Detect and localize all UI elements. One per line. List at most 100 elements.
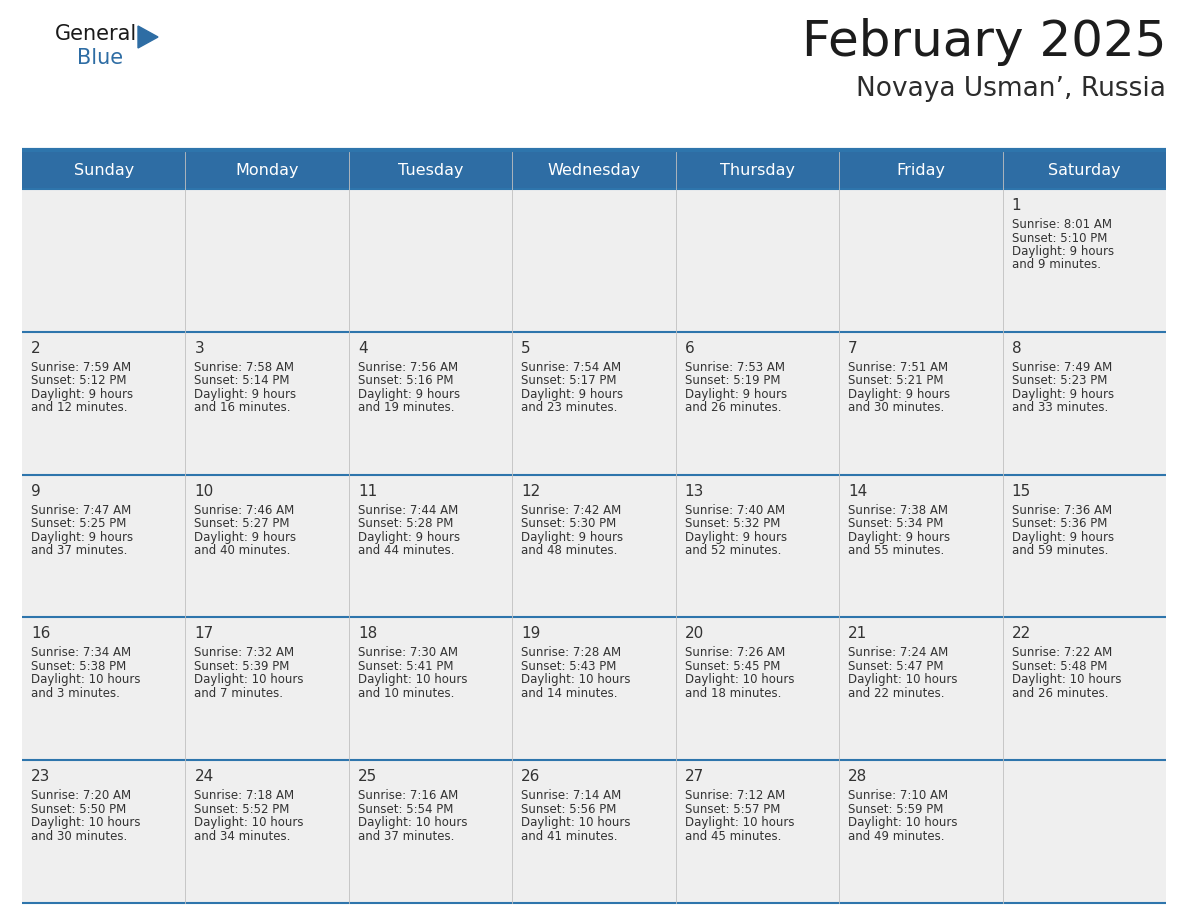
Text: Daylight: 10 hours: Daylight: 10 hours <box>195 674 304 687</box>
Text: 14: 14 <box>848 484 867 498</box>
Text: Daylight: 9 hours: Daylight: 9 hours <box>1011 245 1113 258</box>
Text: and 33 minutes.: and 33 minutes. <box>1011 401 1108 414</box>
Text: Sunrise: 7:12 AM: Sunrise: 7:12 AM <box>684 789 785 802</box>
Text: Sunrise: 7:14 AM: Sunrise: 7:14 AM <box>522 789 621 802</box>
Bar <box>23 152 1165 189</box>
Bar <box>23 618 1165 760</box>
Text: Sunrise: 7:30 AM: Sunrise: 7:30 AM <box>358 646 457 659</box>
Text: 27: 27 <box>684 769 704 784</box>
Text: 3: 3 <box>195 341 204 356</box>
Text: Tuesday: Tuesday <box>398 163 463 178</box>
Text: Sunset: 5:28 PM: Sunset: 5:28 PM <box>358 517 454 530</box>
Text: Daylight: 9 hours: Daylight: 9 hours <box>684 531 786 543</box>
Text: Daylight: 10 hours: Daylight: 10 hours <box>195 816 304 829</box>
Text: and 10 minutes.: and 10 minutes. <box>358 687 454 700</box>
Text: and 59 minutes.: and 59 minutes. <box>1011 544 1108 557</box>
Text: Sunset: 5:50 PM: Sunset: 5:50 PM <box>31 802 126 816</box>
Text: 7: 7 <box>848 341 858 356</box>
Text: Sunset: 5:45 PM: Sunset: 5:45 PM <box>684 660 781 673</box>
Text: Sunset: 5:16 PM: Sunset: 5:16 PM <box>358 375 454 387</box>
Polygon shape <box>138 26 158 48</box>
Text: Sunrise: 7:46 AM: Sunrise: 7:46 AM <box>195 504 295 517</box>
Text: Saturday: Saturday <box>1048 163 1120 178</box>
Text: Sunset: 5:10 PM: Sunset: 5:10 PM <box>1011 231 1107 244</box>
Text: 19: 19 <box>522 626 541 642</box>
Text: 16: 16 <box>31 626 50 642</box>
Text: Sunset: 5:32 PM: Sunset: 5:32 PM <box>684 517 781 530</box>
Text: Daylight: 9 hours: Daylight: 9 hours <box>522 531 624 543</box>
Text: 26: 26 <box>522 769 541 784</box>
Text: Sunset: 5:17 PM: Sunset: 5:17 PM <box>522 375 617 387</box>
Text: Sunset: 5:39 PM: Sunset: 5:39 PM <box>195 660 290 673</box>
Text: Daylight: 9 hours: Daylight: 9 hours <box>195 531 297 543</box>
Text: Sunrise: 7:28 AM: Sunrise: 7:28 AM <box>522 646 621 659</box>
Text: and 37 minutes.: and 37 minutes. <box>31 544 127 557</box>
Text: Daylight: 10 hours: Daylight: 10 hours <box>848 816 958 829</box>
Text: Sunrise: 7:54 AM: Sunrise: 7:54 AM <box>522 361 621 374</box>
Text: 17: 17 <box>195 626 214 642</box>
Text: and 22 minutes.: and 22 minutes. <box>848 687 944 700</box>
Text: 23: 23 <box>31 769 50 784</box>
Text: Sunset: 5:56 PM: Sunset: 5:56 PM <box>522 802 617 816</box>
Text: and 44 minutes.: and 44 minutes. <box>358 544 454 557</box>
Text: and 45 minutes.: and 45 minutes. <box>684 830 781 843</box>
Text: 4: 4 <box>358 341 367 356</box>
Text: and 30 minutes.: and 30 minutes. <box>31 830 127 843</box>
Text: and 48 minutes.: and 48 minutes. <box>522 544 618 557</box>
Text: Daylight: 9 hours: Daylight: 9 hours <box>358 387 460 401</box>
Text: Sunrise: 7:42 AM: Sunrise: 7:42 AM <box>522 504 621 517</box>
Text: Daylight: 10 hours: Daylight: 10 hours <box>522 674 631 687</box>
Text: Daylight: 10 hours: Daylight: 10 hours <box>684 816 795 829</box>
Text: Sunrise: 7:47 AM: Sunrise: 7:47 AM <box>31 504 131 517</box>
Text: and 40 minutes.: and 40 minutes. <box>195 544 291 557</box>
Text: 21: 21 <box>848 626 867 642</box>
Text: Sunrise: 7:10 AM: Sunrise: 7:10 AM <box>848 789 948 802</box>
Text: Sunrise: 7:40 AM: Sunrise: 7:40 AM <box>684 504 785 517</box>
Bar <box>23 760 1165 903</box>
Text: Daylight: 9 hours: Daylight: 9 hours <box>31 531 133 543</box>
Text: Sunset: 5:25 PM: Sunset: 5:25 PM <box>31 517 126 530</box>
Text: Sunset: 5:23 PM: Sunset: 5:23 PM <box>1011 375 1107 387</box>
Text: and 49 minutes.: and 49 minutes. <box>848 830 944 843</box>
Text: 1: 1 <box>1011 198 1022 213</box>
Text: Sunset: 5:57 PM: Sunset: 5:57 PM <box>684 802 781 816</box>
Text: Sunset: 5:36 PM: Sunset: 5:36 PM <box>1011 517 1107 530</box>
Text: Sunset: 5:43 PM: Sunset: 5:43 PM <box>522 660 617 673</box>
Text: Sunset: 5:41 PM: Sunset: 5:41 PM <box>358 660 454 673</box>
Text: 24: 24 <box>195 769 214 784</box>
Text: and 37 minutes.: and 37 minutes. <box>358 830 454 843</box>
Text: Sunset: 5:38 PM: Sunset: 5:38 PM <box>31 660 126 673</box>
Text: Daylight: 9 hours: Daylight: 9 hours <box>195 387 297 401</box>
Text: Sunrise: 7:16 AM: Sunrise: 7:16 AM <box>358 789 459 802</box>
Text: General: General <box>55 24 138 44</box>
Text: 15: 15 <box>1011 484 1031 498</box>
Text: Sunset: 5:59 PM: Sunset: 5:59 PM <box>848 802 943 816</box>
Text: and 23 minutes.: and 23 minutes. <box>522 401 618 414</box>
Text: Sunrise: 7:44 AM: Sunrise: 7:44 AM <box>358 504 459 517</box>
Text: Sunrise: 7:24 AM: Sunrise: 7:24 AM <box>848 646 948 659</box>
Text: Daylight: 9 hours: Daylight: 9 hours <box>31 387 133 401</box>
Text: Daylight: 10 hours: Daylight: 10 hours <box>1011 674 1121 687</box>
Text: Sunset: 5:14 PM: Sunset: 5:14 PM <box>195 375 290 387</box>
Text: and 41 minutes.: and 41 minutes. <box>522 830 618 843</box>
Text: 25: 25 <box>358 769 377 784</box>
Text: Sunrise: 7:53 AM: Sunrise: 7:53 AM <box>684 361 785 374</box>
Text: Daylight: 9 hours: Daylight: 9 hours <box>358 531 460 543</box>
Text: Sunset: 5:30 PM: Sunset: 5:30 PM <box>522 517 617 530</box>
Text: 9: 9 <box>31 484 40 498</box>
Text: 18: 18 <box>358 626 377 642</box>
Text: Sunset: 5:27 PM: Sunset: 5:27 PM <box>195 517 290 530</box>
Text: and 52 minutes.: and 52 minutes. <box>684 544 781 557</box>
Text: Monday: Monday <box>235 163 299 178</box>
Text: Sunrise: 7:26 AM: Sunrise: 7:26 AM <box>684 646 785 659</box>
Text: Sunrise: 7:38 AM: Sunrise: 7:38 AM <box>848 504 948 517</box>
Text: Daylight: 9 hours: Daylight: 9 hours <box>1011 387 1113 401</box>
Text: and 7 minutes.: and 7 minutes. <box>195 687 284 700</box>
Text: 2: 2 <box>31 341 40 356</box>
Text: Daylight: 10 hours: Daylight: 10 hours <box>684 674 795 687</box>
Text: 20: 20 <box>684 626 704 642</box>
Text: Sunrise: 7:18 AM: Sunrise: 7:18 AM <box>195 789 295 802</box>
Text: Sunrise: 7:32 AM: Sunrise: 7:32 AM <box>195 646 295 659</box>
Text: Daylight: 10 hours: Daylight: 10 hours <box>358 816 467 829</box>
Text: Daylight: 9 hours: Daylight: 9 hours <box>848 387 950 401</box>
